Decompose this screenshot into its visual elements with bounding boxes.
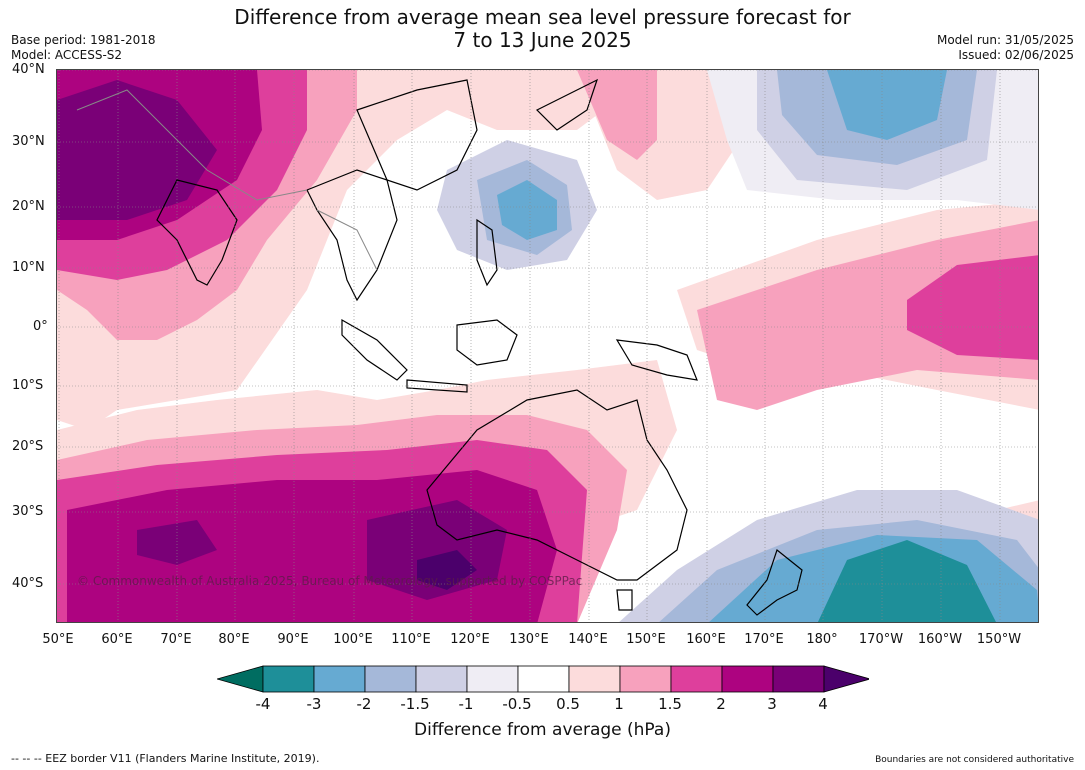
lon-label: 90°E	[277, 632, 309, 647]
borneo-coastline	[456, 319, 518, 366]
japan-coastline	[535, 78, 599, 131]
australia-coastline	[426, 389, 688, 581]
lat-label: 40°N	[12, 62, 45, 77]
lon-label: 60°E	[101, 632, 133, 647]
colorbar-tick-label: 3	[767, 695, 777, 713]
colorbar-swatch	[721, 665, 774, 693]
philippines-coastline	[476, 218, 498, 287]
anomaly-field-pacific-1	[697, 220, 1038, 410]
lon-label: 70°E	[160, 632, 192, 647]
colorbar-swatch	[364, 665, 417, 693]
lon-label: 80°E	[218, 632, 250, 647]
colorbar-swatch	[772, 665, 825, 693]
colorbar-swatch	[313, 665, 366, 693]
anomaly-field-south-4	[417, 550, 477, 590]
colorbar-tick-label: 4	[818, 695, 828, 713]
anomaly-field-npacific-neg4	[827, 70, 947, 140]
colorbar-tick-label: 1	[614, 695, 624, 713]
boundary-disclaimer: Boundaries are not considered authoritat…	[875, 755, 1074, 765]
lat-label: 20°N	[12, 199, 45, 214]
anomaly-field-philippines-neg3	[497, 180, 557, 240]
colorbar-tick-label: -2	[356, 695, 372, 713]
colorbar-swatch	[262, 665, 315, 693]
eez-border-note: -- -- -- EEZ border V11 (Flanders Marine…	[11, 752, 320, 765]
lon-label: 160°E	[686, 632, 726, 647]
lat-label: 10°N	[12, 260, 45, 275]
lon-label: 150°W	[976, 632, 1022, 647]
colorbar-swatch	[466, 665, 519, 693]
indochina-coastline	[306, 169, 398, 302]
coastlines	[156, 78, 803, 616]
tasmania-coastline	[616, 589, 633, 611]
colorbar-swatch	[670, 665, 723, 693]
issued-date: Issued: 02/06/2025	[958, 48, 1074, 62]
lon-label: 180°	[806, 632, 838, 647]
chart-subtitle: 7 to 13 June 2025	[453, 28, 632, 52]
colorbar-tick-label: -3	[306, 695, 322, 713]
colorbar-tick-label: -0.5	[502, 695, 532, 713]
china-coastline	[356, 79, 478, 191]
graticule	[57, 70, 1038, 622]
anomaly-field-south-3	[137, 500, 507, 600]
copyright-watermark: © Commonwealth of Australia 2025, Bureau…	[77, 574, 583, 588]
lon-label: 110°E	[391, 632, 431, 647]
pressure-anomaly-map[interactable]	[56, 69, 1039, 623]
model-run: Model run: 31/05/2025	[936, 33, 1074, 47]
anomaly-field-north-pacific-1	[577, 70, 657, 160]
colorbar-extend-low	[217, 665, 264, 693]
lat-label: 0°	[33, 319, 48, 334]
anomaly-field-tasman-neg4	[817, 540, 996, 622]
colorbar-title: Difference from average (hPa)	[414, 720, 671, 740]
colorbar-tick-label: 1.5	[658, 695, 682, 713]
lat-label: 30°S	[12, 504, 44, 519]
lon-label: 150°E	[626, 632, 666, 647]
lon-label: 130°E	[509, 632, 549, 647]
lon-label: 120°E	[450, 632, 490, 647]
colorbar-tick-label: -1.5	[400, 695, 430, 713]
colorbar-swatch	[619, 665, 672, 693]
chart-title: Difference from average mean sea level p…	[234, 5, 851, 29]
map-canvas	[57, 70, 1038, 622]
new-guinea-coastline	[615, 339, 698, 381]
colorbar-tick-label: -1	[458, 695, 474, 713]
colorbar	[217, 665, 869, 693]
colorbar-tick-label: 2	[716, 695, 726, 713]
lon-label: 50°E	[42, 632, 74, 647]
colorbar-swatch	[568, 665, 621, 693]
model-name: Model: ACCESS-S2	[11, 48, 123, 62]
colorbar-extend-high	[823, 665, 869, 693]
sumatra-coastline	[341, 318, 408, 381]
anomaly-field-pacific-1p5	[907, 255, 1038, 360]
lon-label: 170°W	[858, 632, 904, 647]
lon-label: 140°E	[568, 632, 608, 647]
colorbar-swatch	[415, 665, 468, 693]
lon-label: 160°W	[917, 632, 963, 647]
java-coastline	[406, 379, 468, 393]
lat-label: 30°N	[12, 134, 45, 149]
lat-label: 40°S	[12, 576, 44, 591]
lon-label: 100°E	[333, 632, 373, 647]
colorbar-tick-label: 0.5	[556, 695, 580, 713]
lat-label: 10°S	[12, 378, 44, 393]
country-borders	[76, 89, 378, 271]
new-zealand-coastline	[746, 548, 803, 616]
base-period: Base period: 1981-2018	[11, 33, 156, 47]
lon-label: 170°E	[744, 632, 784, 647]
india-coastline	[156, 179, 238, 286]
lat-label: 20°S	[12, 439, 44, 454]
colorbar-tick-label: -4	[255, 695, 271, 713]
colorbar-swatch	[517, 665, 570, 693]
